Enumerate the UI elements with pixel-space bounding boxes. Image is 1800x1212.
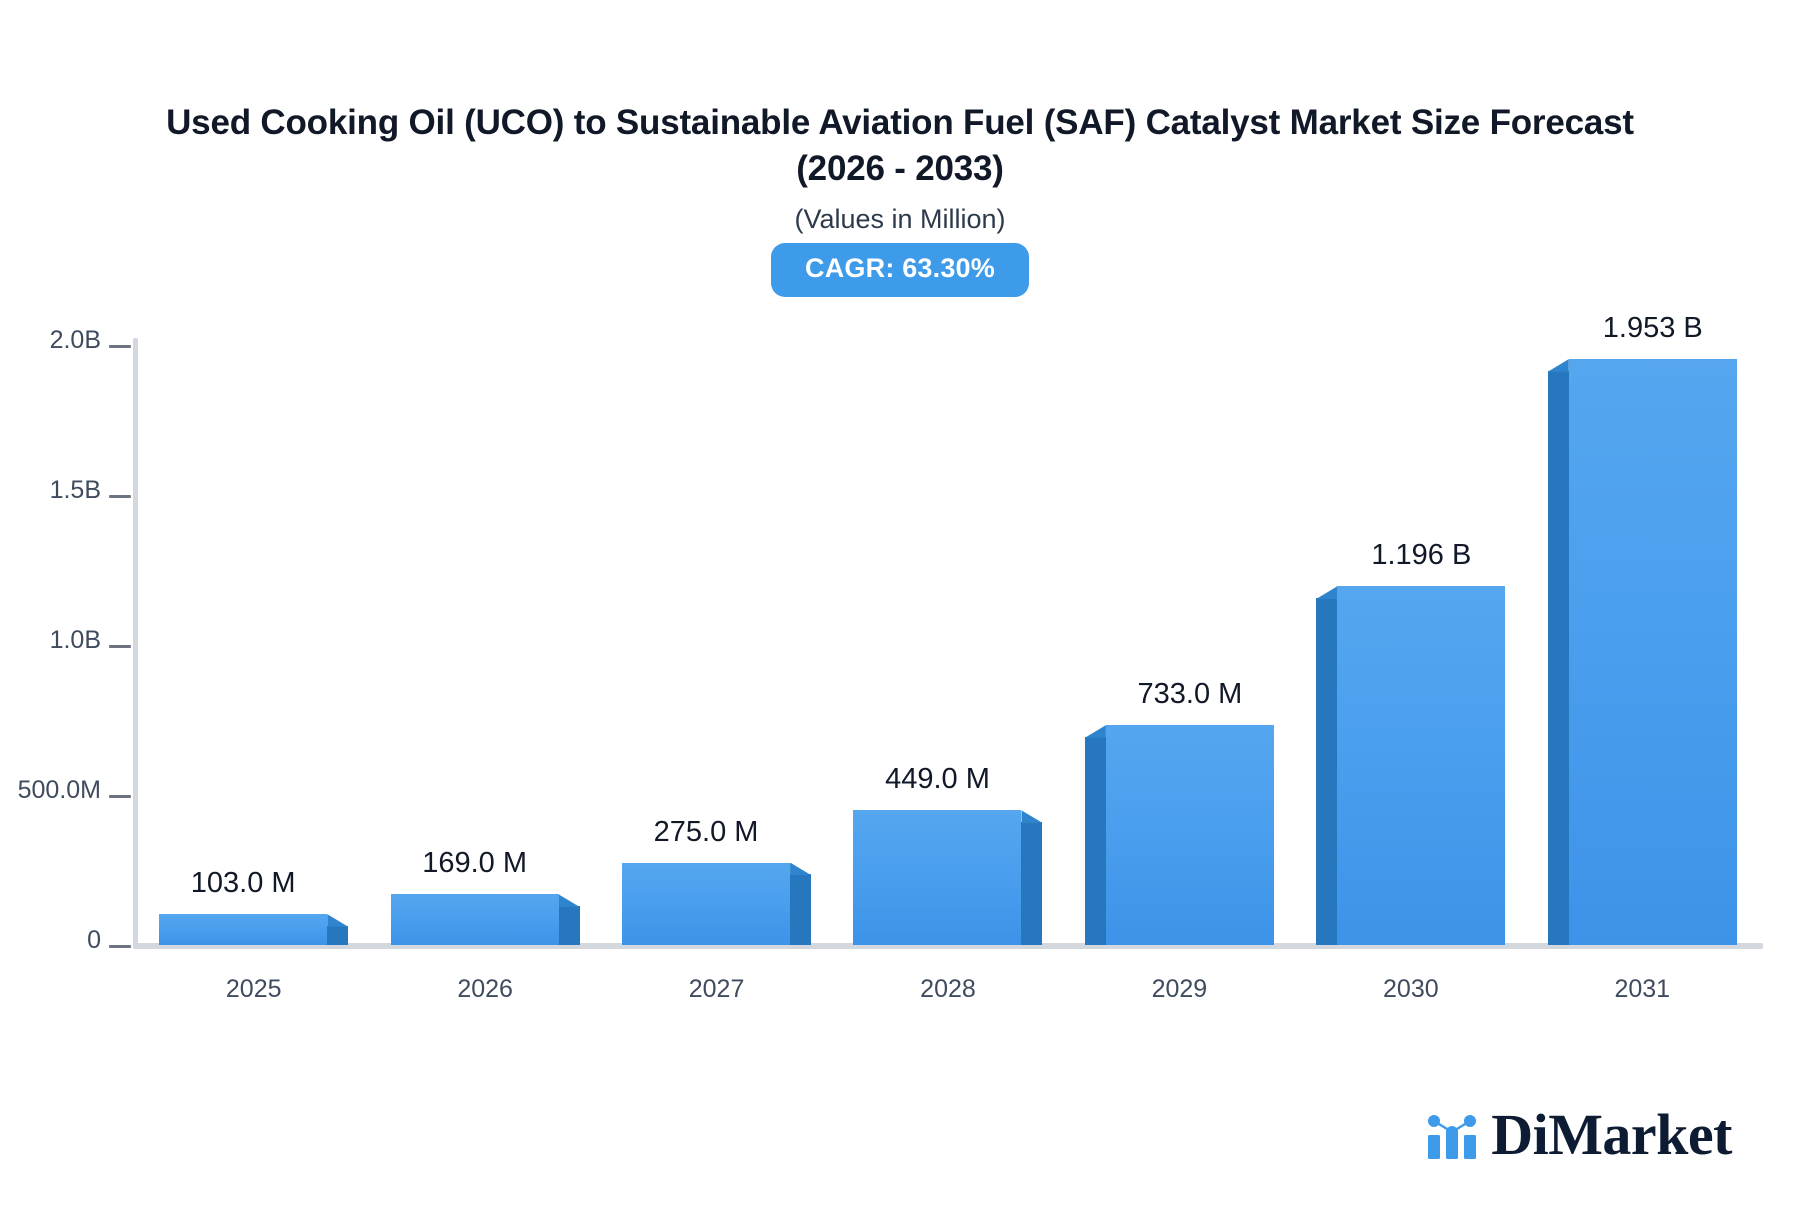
x-axis-tick-label: 2025 <box>225 975 282 1003</box>
y-axis-line <box>133 338 138 947</box>
x-axis-line <box>133 943 1763 949</box>
x-axis-tick-label: 2028 <box>920 975 976 1003</box>
brand-logo: DiMarket <box>1425 1106 1732 1164</box>
x-axis-tick-label: 2027 <box>688 975 745 1003</box>
y-axis-tick-mark <box>109 645 131 648</box>
bar-front-face <box>622 862 791 945</box>
bar-series: 103.0 M 169.0 M 275.0 M 449.0 M 733.0 M 1.196… <box>138 300 1758 945</box>
chart-header: Used Cooking Oil (UCO) to Sustainable Av… <box>0 0 1800 298</box>
bar-top-bevel <box>1316 586 1338 599</box>
y-axis-tick: 1.0B <box>0 626 135 654</box>
x-axis-tick-label: 2031 <box>1614 975 1671 1003</box>
bar-value-label: 169.0 M <box>422 847 528 880</box>
bar-column[interactable]: 275.0 M <box>601 300 832 945</box>
bar-side-face <box>1021 821 1043 945</box>
bar-side-face <box>327 925 349 945</box>
bar-front-face <box>1105 725 1274 945</box>
y-axis-tick-mark <box>109 945 131 948</box>
y-axis-tick: 2.0B <box>0 326 135 354</box>
y-axis-tick-label: 1.5B <box>49 476 101 504</box>
bar-value-label: 103.0 M <box>190 867 296 900</box>
bar-column[interactable]: 1.196 B <box>1295 300 1526 945</box>
y-axis-tick-label: 0 <box>87 926 101 954</box>
y-axis-tick-label: 1.0B <box>49 626 101 654</box>
x-axis-tick-label: 2026 <box>457 975 513 1003</box>
bar-top-bevel <box>1084 725 1106 738</box>
bar-top-bevel <box>558 894 580 907</box>
bar-shape[interactable]: 169.0 M <box>369 300 600 945</box>
bar-top-bevel <box>327 914 349 927</box>
bar-front-face <box>1568 359 1737 945</box>
bar-top-bevel <box>790 862 812 876</box>
bar-front-face <box>159 914 328 945</box>
cagr-badge: CAGR: 63.30% <box>771 243 1029 298</box>
y-axis-tick-mark <box>109 495 131 498</box>
y-axis-tick-label: 2.0B <box>49 326 101 354</box>
bar-side-face <box>558 905 580 945</box>
bar-side-face <box>1084 736 1106 945</box>
bar-front-face <box>390 894 559 945</box>
y-axis-tick: 500.0M <box>0 776 135 804</box>
chart-subtitle: (Values in Million) <box>794 204 1006 235</box>
bar-value-label: 733.0 M <box>1137 678 1243 711</box>
bar-side-face <box>1316 597 1338 945</box>
bar-value-label: 275.0 M <box>653 815 759 848</box>
y-axis-tick: 1.5B <box>0 476 135 504</box>
bar-side-face <box>1547 370 1569 945</box>
bar-top-bevel <box>1021 810 1043 823</box>
bar-value-label: 449.0 M <box>885 763 990 796</box>
bar-column[interactable]: 103.0 M <box>138 300 369 945</box>
y-axis-tick: 0 <box>0 926 135 954</box>
bar-shape[interactable]: 1.953 B <box>1527 300 1758 945</box>
page-title: Used Cooking Oil (UCO) to Sustainable Av… <box>166 103 1634 189</box>
bar-shape[interactable]: 103.0 M <box>138 300 369 945</box>
y-axis-tick-mark <box>109 795 131 798</box>
x-axis-tick-label: 2030 <box>1383 975 1439 1003</box>
bar-front-face <box>853 810 1022 945</box>
bar-column[interactable]: 169.0 M <box>369 300 600 945</box>
bar-side-face <box>790 874 812 945</box>
bar-shape[interactable]: 275.0 M <box>601 300 832 945</box>
x-axis-tick-label: 2029 <box>1151 975 1208 1003</box>
bar-value-label: 1.953 B <box>1602 312 1703 345</box>
bar-column[interactable]: 733.0 M <box>1064 300 1295 945</box>
bar-column[interactable]: 449.0 M <box>832 300 1063 945</box>
bar-value-label: 1.196 B <box>1371 539 1472 572</box>
bar-shape[interactable]: 733.0 M <box>1064 300 1295 945</box>
brand-logo-text: DiMarket <box>1491 1102 1732 1167</box>
y-axis-tick-label: 500.0M <box>17 776 101 804</box>
bar-column[interactable]: 1.953 B <box>1527 300 1758 945</box>
bar-shape[interactable]: 1.196 B <box>1295 300 1526 945</box>
bar-front-face <box>1337 586 1506 945</box>
bar-chart-dots-icon <box>1428 1115 1477 1159</box>
bar-top-bevel <box>1547 359 1569 372</box>
bar-shape[interactable]: 449.0 M <box>832 300 1063 945</box>
y-axis-tick-mark <box>109 345 131 348</box>
